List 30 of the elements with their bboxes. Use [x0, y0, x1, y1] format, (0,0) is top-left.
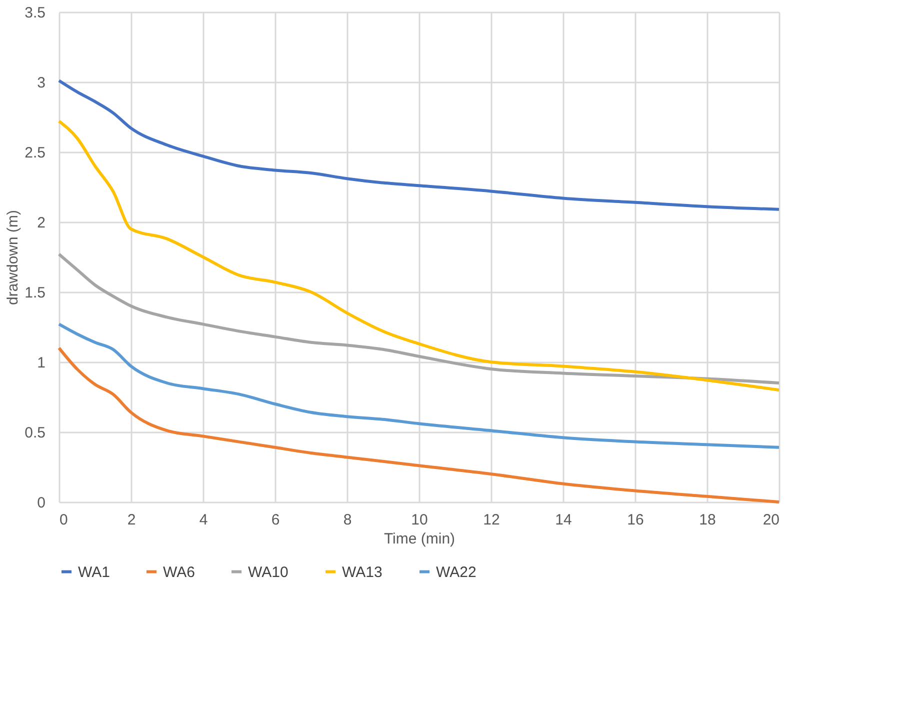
x-tick-label: 6	[271, 512, 280, 528]
line-series	[58, 120, 780, 392]
y-tick-label: 3.5	[24, 4, 46, 22]
legend-label: WA13	[342, 564, 382, 581]
y-axis-title: drawdown (m)	[4, 210, 22, 306]
y-tick-label: 0.5	[24, 424, 46, 442]
y-tick-label: 1	[37, 354, 46, 372]
line-series	[58, 322, 780, 449]
legend-label: WA22	[436, 564, 476, 581]
y-tick-label: 2	[37, 214, 46, 232]
x-tick-label: 10	[411, 512, 428, 528]
x-tick-label: 8	[343, 512, 352, 528]
x-tick-label: 2	[127, 512, 136, 528]
y-tick-label: 3	[37, 74, 46, 92]
x-tick-label: 0	[60, 512, 68, 528]
legend-label: WA10	[248, 564, 288, 581]
line-series	[58, 252, 780, 384]
y-tick-label: 0	[37, 494, 46, 512]
legend-label: WA1	[78, 564, 110, 581]
legend-label: WA6	[163, 564, 195, 581]
y-tick-label: 2.5	[24, 144, 46, 162]
y-tick-label: 1.5	[24, 284, 46, 302]
x-tick-label: 18	[699, 512, 716, 528]
line-series	[58, 79, 780, 211]
x-tick-label: 16	[627, 512, 644, 528]
x-tick-label: 14	[555, 512, 572, 528]
x-tick-label: 4	[199, 512, 208, 528]
x-tick-label: 12	[483, 512, 500, 528]
x-tick-label: 20	[762, 512, 780, 528]
x-axis-title: Time (min)	[384, 530, 456, 548]
